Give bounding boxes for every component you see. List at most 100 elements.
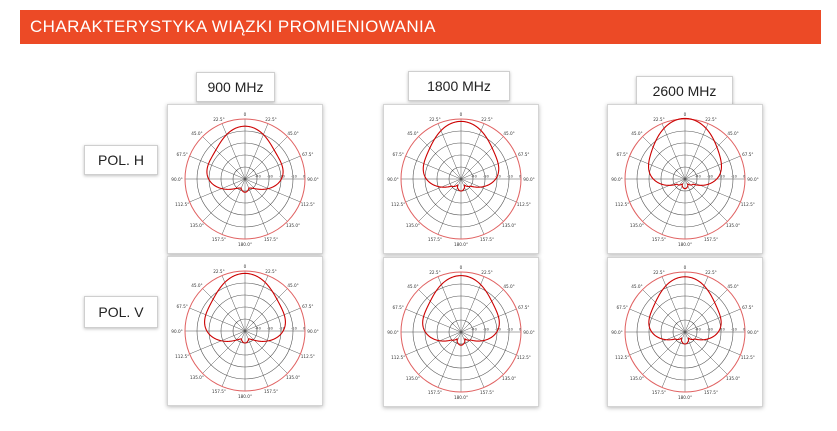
grid-ring (436, 307, 486, 357)
angle-label: 45.0° (191, 131, 202, 136)
angle-label: 90.0° (611, 330, 622, 335)
angle-label: 67.5° (302, 152, 313, 157)
angle-label: 135.0° (630, 223, 644, 228)
angle-label: 90.0° (171, 329, 182, 334)
angle-label: 0 (244, 264, 247, 269)
grid-radial-line (244, 178, 301, 203)
grid-radial-line (460, 289, 504, 333)
radiation-pattern-curve (647, 117, 723, 190)
angle-label: 22.5° (653, 117, 664, 122)
grid-radial-line (189, 307, 246, 332)
grid-radial-line (189, 178, 246, 203)
ring-label: 0 (519, 328, 522, 332)
angle-label: 112.5° (741, 355, 755, 360)
angle-label: 112.5° (175, 354, 189, 359)
angle-label: 112.5° (517, 202, 531, 207)
angle-label: 135.0° (406, 223, 420, 228)
ring-label: -40 (695, 175, 702, 179)
grid-radial-line (629, 178, 686, 203)
angle-label: 67.5° (392, 152, 403, 157)
angle-label: 135.0° (726, 376, 740, 381)
ring-label: -20 (279, 327, 286, 331)
grid-ring (220, 154, 270, 204)
grid-radial-line (437, 178, 462, 235)
grid-radial-line (684, 308, 741, 333)
angle-label: 45.0° (503, 131, 514, 136)
ring-label: -30 (483, 328, 490, 332)
angle-label: 112.5° (301, 202, 315, 207)
angle-label: 0 (684, 265, 687, 270)
grid-radial-line (684, 331, 741, 356)
angle-label: 112.5° (615, 355, 629, 360)
grid-radial-line (244, 275, 269, 332)
angle-label: 112.5° (391, 355, 405, 360)
grid-ring (672, 166, 698, 192)
angle-label: 112.5° (301, 354, 315, 359)
grid-radial-line (244, 123, 269, 180)
grid-ring (636, 130, 734, 228)
ring-label: -20 (719, 328, 726, 332)
grid-radial-line (460, 276, 485, 333)
angle-label: 112.5° (175, 202, 189, 207)
grid-ring (660, 307, 710, 357)
grid-radial-line (460, 178, 517, 203)
grid-radial-line (642, 289, 686, 333)
ring-label: -10 (731, 175, 738, 179)
angle-label: 157.5° (704, 390, 718, 395)
angle-label: 135.0° (286, 375, 300, 380)
grid-radial-line (202, 136, 246, 180)
polar-plot-v-1800: 0 22.5° 45.0° 67.5° 90.0° 112.5° 135.0° 157.5° 1… (383, 257, 539, 407)
ring-label: -30 (267, 327, 274, 331)
angle-label: 0 (460, 265, 463, 270)
grid-radial-line (629, 155, 686, 180)
ring-label: 0 (519, 175, 522, 179)
grid-radial-line (460, 178, 485, 235)
grid-radial-line (221, 275, 246, 332)
angle-label: 22.5° (265, 117, 276, 122)
header-banner: CHARAKTERYSTYKA WIĄZKI PROMIENIOWANIA (20, 10, 821, 44)
grid-ring (196, 130, 294, 228)
angle-label: 157.5° (428, 237, 442, 242)
grid-radial-line (684, 136, 728, 180)
angle-label: 45.0° (407, 131, 418, 136)
angle-label: 157.5° (264, 237, 278, 242)
angle-label: 22.5° (213, 269, 224, 274)
angle-label: 135.0° (502, 376, 516, 381)
angle-label: 22.5° (429, 270, 440, 275)
grid-ring (648, 142, 722, 216)
angle-label: 22.5° (705, 117, 716, 122)
grid-radial-line (629, 331, 686, 356)
angle-label: 90.0° (611, 177, 622, 182)
angle-label: 0 (684, 112, 687, 117)
angle-label: 112.5° (391, 202, 405, 207)
ring-label: -40 (255, 327, 262, 331)
angle-label: 90.0° (747, 330, 758, 335)
ring-label: -30 (707, 328, 714, 332)
angle-label: 180.0° (454, 395, 468, 400)
angle-label: 112.5° (615, 202, 629, 207)
radiation-pattern-curve (206, 125, 284, 193)
angle-label: 135.0° (726, 223, 740, 228)
ring-label: -30 (707, 175, 714, 179)
grid-ring (660, 154, 710, 204)
grid-radial-line (405, 331, 462, 356)
angle-label: 157.5° (652, 237, 666, 242)
angle-label: 67.5° (616, 305, 627, 310)
grid-ring (448, 319, 474, 345)
grid-radial-line (460, 123, 485, 180)
angle-label: 180.0° (238, 242, 252, 247)
angle-label: 157.5° (480, 237, 494, 242)
ring-label: 0 (303, 175, 306, 179)
grid-radial-line (684, 331, 709, 388)
ring-label: -10 (731, 328, 738, 332)
grid-radial-line (642, 178, 686, 222)
angle-label: 67.5° (616, 152, 627, 157)
grid-ring (184, 270, 306, 392)
polar-plot-h-900: 0 22.5° 45.0° 67.5° 90.0° 112.5° 135.0° 157.5° 1… (167, 104, 323, 254)
ring-label: -20 (719, 175, 726, 179)
grid-ring (220, 306, 270, 356)
grid-radial-line (460, 331, 504, 375)
grid-radial-line (684, 178, 709, 235)
grid-radial-line (202, 178, 246, 222)
polar-plot-v-900: 0 22.5° 45.0° 67.5° 90.0° 112.5° 135.0° 157.5° 1… (167, 256, 323, 406)
